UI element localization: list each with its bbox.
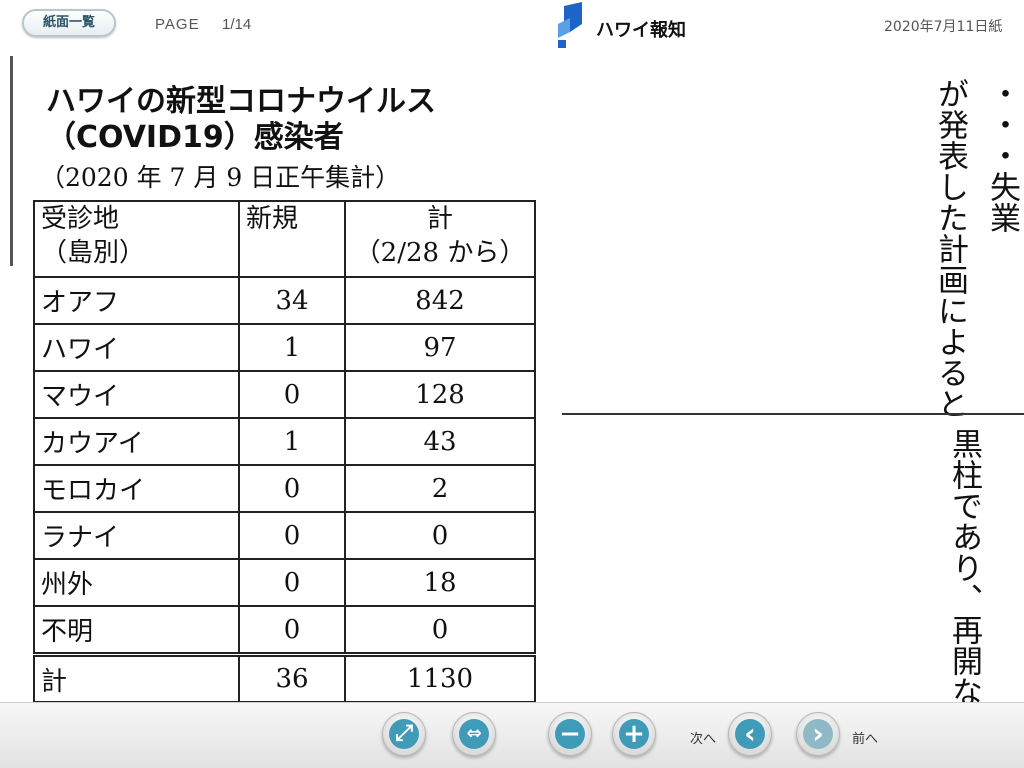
page-label: PAGE: [155, 16, 200, 33]
row-total: 0: [344, 511, 536, 560]
row-total: 43: [344, 417, 536, 466]
row-total: 0: [344, 605, 536, 656]
right-page: ・・・失業 が発表した計画によると、州外からハワイを訪問する旅行者は８月１日から…: [562, 50, 1024, 702]
fit-page-icon: ⤢: [389, 719, 419, 749]
row-total: 842: [344, 276, 536, 325]
table-row: 不明 0 0: [33, 605, 536, 656]
table-row: ラナイ 0 0: [33, 511, 536, 560]
article-edge-column: ・・・失業: [984, 78, 1020, 233]
bottom-toolbar: ⤢ ⇔ − + 次へ ‹ › 前へ: [0, 702, 1024, 768]
table-header-row: 受診地 （島別） 新規 計 （2/28 から）: [33, 200, 536, 278]
next-label: 次へ: [690, 732, 717, 747]
row-total: 97: [344, 323, 536, 372]
table-title-line2: （COVID19）感染者: [46, 120, 344, 155]
table-row: マウイ 0 128: [33, 370, 536, 419]
prev-label: 前へ: [852, 732, 879, 747]
row-place: ハワイ: [33, 323, 240, 372]
table-title-line1: ハワイの新型コロナウイルス: [46, 84, 436, 119]
issue-date: 2020年7月11日紙: [884, 19, 1003, 35]
table-row: オアフ 34 842: [33, 276, 536, 325]
fit-width-icon: ⇔: [459, 719, 489, 749]
zoom-out-button[interactable]: −: [548, 712, 592, 756]
page-edge-divider: [10, 56, 13, 266]
row-place: オアフ: [33, 276, 240, 325]
chevron-left-icon: ‹: [735, 719, 765, 749]
zoom-in-button[interactable]: +: [612, 712, 656, 756]
page-list-button[interactable]: 紙面一覧: [22, 9, 116, 37]
brand-name: ハワイ報知: [596, 20, 686, 41]
row-place: マウイ: [33, 370, 240, 419]
zoom-in-icon: +: [619, 719, 649, 749]
article-divider: [562, 413, 1024, 415]
row-place: 不明: [33, 605, 240, 656]
row-new: 1: [238, 417, 346, 466]
chevron-right-icon: ›: [803, 719, 833, 749]
row-new: 1: [238, 323, 346, 372]
fit-width-button[interactable]: ⇔: [452, 712, 496, 756]
row-place: モロカイ: [33, 464, 240, 513]
covid-cases-table: 受診地 （島別） 新規 計 （2/28 から） オアフ 34 842 ハワイ 1…: [33, 200, 536, 702]
header-place-line2: （島別）: [41, 238, 146, 268]
table-row: カウアイ 1 43: [33, 417, 536, 466]
total-new: 36: [238, 652, 346, 702]
total-place: 計: [33, 652, 240, 702]
zoom-out-icon: −: [555, 719, 585, 749]
top-bar: 紙面一覧 PAGE 1/14 ハワイ報知 2020年7月11日紙: [0, 0, 1024, 50]
header-total-line1: 計: [426, 204, 453, 234]
row-total: 2: [344, 464, 536, 513]
table-total-row: 計 36 1130: [33, 652, 536, 702]
row-place: ラナイ: [33, 511, 240, 560]
page-number: 1/14: [222, 16, 252, 33]
next-page-button[interactable]: ‹: [728, 712, 772, 756]
table-row: モロカイ 0 2: [33, 464, 536, 513]
row-new: 0: [238, 558, 346, 607]
table-row: 州外 0 18: [33, 558, 536, 607]
row-new: 0: [238, 511, 346, 560]
article-upper-text: が発表した計画によると、州外からハワイを訪問する旅行者は８月１日から、出発する前…: [928, 78, 972, 418]
row-place: カウアイ: [33, 417, 240, 466]
header-place: 受診地 （島別）: [33, 200, 240, 278]
header-place-line1: 受診地: [41, 204, 120, 234]
row-place: 州外: [33, 558, 240, 607]
header-total-line2: （2/28 から）: [354, 238, 526, 268]
row-new: 0: [238, 605, 346, 656]
header-total: 計 （2/28 から）: [344, 200, 536, 278]
table-row: ハワイ 1 97: [33, 323, 536, 372]
header-new: 新規: [238, 200, 346, 278]
row-total: 128: [344, 370, 536, 419]
article-lower-text: 黒柱であり、再開なしは新型コロナの流行で打撃を受けている経済回復は望めない。 一…: [942, 428, 986, 702]
prev-page-button[interactable]: ›: [796, 712, 840, 756]
table-title: ハワイの新型コロナウイルス （COVID19）感染者: [46, 84, 436, 156]
fit-page-button[interactable]: ⤢: [382, 712, 426, 756]
row-total: 18: [344, 558, 536, 607]
row-new: 34: [238, 276, 346, 325]
total-total: 1130: [344, 652, 536, 702]
hawaii-hochi-logo-icon: [558, 2, 582, 48]
row-new: 0: [238, 464, 346, 513]
table-subtitle: （2020 年 7 月 9 日正午集計）: [40, 163, 401, 192]
left-page: ハワイの新型コロナウイルス （COVID19）感染者 （2020 年 7 月 9…: [0, 50, 556, 702]
row-new: 0: [238, 370, 346, 419]
